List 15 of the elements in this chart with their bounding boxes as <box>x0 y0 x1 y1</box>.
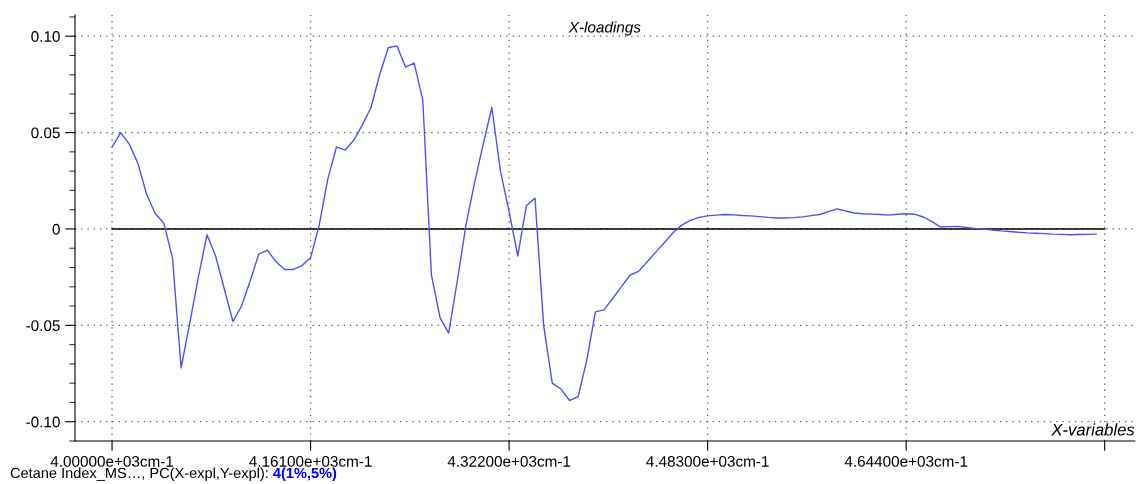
y-tick-label: -0.05 <box>26 320 60 332</box>
y-tick-label: -0.10 <box>26 416 60 428</box>
x-tick-label: 4.16100e+03cm-1 <box>249 455 372 467</box>
x-tick-label: 4.32200e+03cm-1 <box>447 455 571 467</box>
chart-title: X-loadings <box>568 21 641 36</box>
line-series <box>111 45 1097 402</box>
x-tick-label: 4.48300e+03cm-1 <box>646 455 769 467</box>
x-axis-title: X-variables <box>1051 423 1135 436</box>
text: Cetane Index_MS…, PC(X-expl,Y-expl): <box>10 467 268 481</box>
y-tick-label: 0.05 <box>31 127 60 139</box>
x-tick-label: 4.00000e+03cm-1 <box>50 455 174 467</box>
y-tick-label: 0.10 <box>31 31 60 42</box>
y-tick-label: 0 <box>52 223 60 235</box>
text: 4(1%,5%) <box>273 467 337 481</box>
x-tick-label: 4.64400e+03cm-1 <box>844 455 968 467</box>
